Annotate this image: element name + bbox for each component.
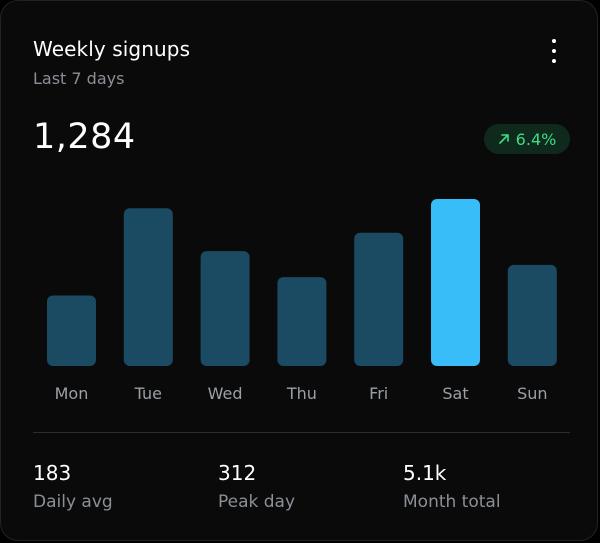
tick-label-mon: Mon (55, 384, 89, 403)
bar-thu[interactable] (277, 277, 327, 366)
bar-tue[interactable] (123, 208, 173, 366)
bar-mon[interactable] (47, 295, 96, 367)
bar-fri[interactable] (354, 232, 404, 366)
bar-wed[interactable] (200, 251, 250, 366)
stat-label: Month total (403, 492, 501, 512)
tick-label-sat: Sat (442, 384, 468, 403)
tick-label-tue: Tue (134, 384, 162, 403)
menu-dot (552, 39, 556, 43)
stat-label: Peak day (218, 492, 296, 512)
stat-value: 5.1k (403, 461, 447, 485)
card-title: Weekly signups (33, 37, 191, 61)
stat-value: 183 (33, 461, 72, 485)
card-subtitle: Last 7 days (33, 69, 125, 88)
stat-daily-avg: 183 Daily avg (33, 461, 113, 513)
bar-sun[interactable] (507, 264, 557, 366)
stat-month-total: 5.1k Month total (403, 461, 501, 513)
tick-label-sun: Sun (517, 384, 547, 403)
stat-peak-day: 312 Peak day (218, 461, 295, 513)
divider (33, 432, 570, 433)
tick-label-thu: Thu (286, 384, 317, 403)
menu-dot (552, 59, 556, 63)
total-signups: 1,284 (33, 117, 136, 157)
stat-label: Daily avg (33, 492, 113, 512)
tick-label-wed: Wed (208, 384, 243, 403)
change-value: 6.4% (515, 129, 557, 149)
change-badge: 6.4% (484, 124, 570, 154)
kebab-menu-icon[interactable] (543, 39, 565, 63)
stat-value: 312 (218, 461, 257, 485)
bar-sat[interactable] (431, 199, 480, 366)
tick-label-fri: Fri (369, 384, 388, 403)
menu-dot (552, 49, 556, 53)
trend-up-arrow-icon (498, 133, 510, 145)
signups-bar-chart: Mon Tue Wed Thu Fri Sat Sun (47, 199, 557, 403)
